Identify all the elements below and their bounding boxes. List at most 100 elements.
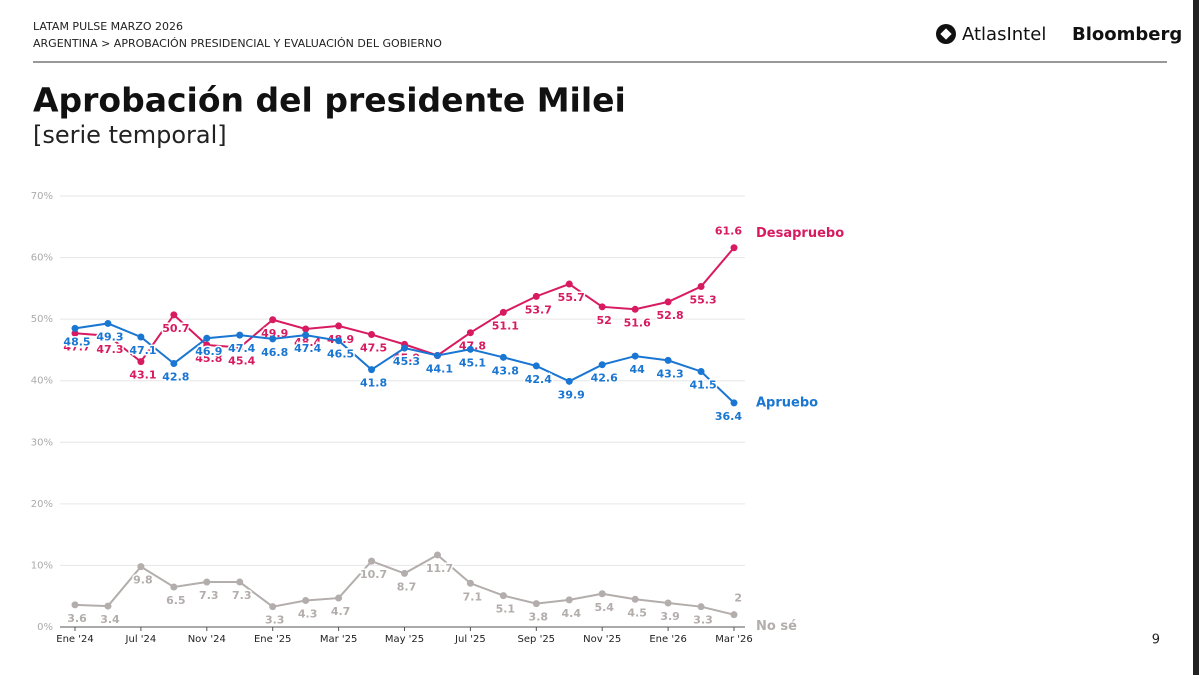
point [730, 399, 738, 407]
point [401, 569, 408, 577]
chart-title: Aprobación del presidente Milei [33, 81, 626, 120]
point [203, 578, 211, 586]
data-label-value: 36.4 [715, 410, 742, 423]
point [532, 600, 540, 608]
data-label-value: 47.4 [294, 342, 321, 355]
data-label: 9.8 [133, 574, 153, 587]
point [697, 603, 705, 611]
point [466, 345, 474, 353]
data-label: 43.3 [657, 367, 684, 380]
x-tick-label: Nov '25 [583, 634, 621, 645]
data-label: 45.1 [459, 356, 486, 369]
x-tick-label: Sep '25 [518, 634, 556, 645]
x-tick-label: Jul '24 [125, 634, 157, 645]
data-label: 44.1 [426, 362, 453, 375]
point [532, 362, 540, 370]
point [137, 358, 145, 366]
point [368, 557, 376, 565]
data-label-value: 4.5 [627, 606, 647, 619]
point [137, 333, 145, 341]
data-label: 3.4 [100, 613, 120, 626]
point [302, 325, 310, 333]
data-label-value: 3.8 [529, 611, 549, 624]
point [269, 316, 277, 324]
point [335, 594, 343, 602]
point [664, 356, 672, 364]
data-label: 46.8 [261, 346, 288, 359]
data-label-value: 7.3 [232, 589, 252, 602]
data-label-value: 47.7 [63, 340, 90, 353]
point [236, 331, 244, 339]
data-label: 39.9 [558, 388, 585, 401]
x-tick-label: Ene '26 [649, 634, 686, 645]
series-name: Apruebo [756, 395, 818, 410]
data-label: 52 [597, 314, 612, 327]
data-label: 44.1 [426, 362, 453, 375]
data-label: 11.7 [426, 562, 453, 575]
data-label-value: 5.4 [594, 601, 614, 614]
point [71, 601, 79, 609]
point [466, 579, 474, 587]
point [631, 352, 639, 360]
data-label-value: 10.7 [360, 568, 387, 581]
logo-bloomberg: Bloomberg [1072, 24, 1182, 45]
data-label: 55.7 [558, 291, 585, 304]
data-label-value: 8.7 [397, 580, 417, 593]
data-label-value: 41.5 [689, 378, 716, 391]
point [368, 366, 376, 374]
point [170, 359, 178, 367]
y-tick-label: 70% [31, 191, 53, 202]
point [664, 599, 672, 607]
data-label: 42.8 [162, 370, 189, 383]
data-label: 4.4 [562, 607, 582, 620]
point [565, 377, 573, 385]
data-label-value: 43.8 [492, 364, 519, 377]
data-label: 45.3 [393, 355, 420, 368]
data-label-value: 4.7 [331, 605, 351, 618]
point [170, 311, 178, 319]
data-label-value: 44.1 [426, 362, 453, 375]
data-label-value: 49.3 [96, 330, 123, 343]
data-label-value: 42.6 [591, 372, 618, 385]
x-tick-label: Ene '25 [254, 634, 291, 645]
data-label: 45.9 [393, 351, 420, 364]
point [335, 337, 343, 345]
data-label-value: 42.8 [162, 370, 189, 383]
series-name: Desapruebo [756, 226, 844, 241]
data-label: 51.6 [624, 316, 651, 329]
data-label-value: 3.6 [67, 612, 87, 625]
point [598, 361, 606, 369]
point [730, 244, 738, 252]
data-label-value: 4.4 [562, 607, 582, 620]
x-tick-label: May '25 [385, 634, 424, 645]
y-tick-label: 20% [31, 499, 53, 510]
data-label: 52.8 [657, 309, 684, 322]
data-label-value: 3.4 [100, 613, 120, 626]
data-label: 6.5 [166, 594, 186, 607]
y-tick-label: 0% [37, 622, 53, 633]
point [499, 592, 507, 600]
data-label: 43.1 [129, 369, 156, 382]
data-label-value: 4.3 [298, 608, 318, 621]
data-label: 45.8 [195, 352, 222, 365]
point [368, 331, 376, 339]
data-label: 47.4 [294, 342, 321, 355]
data-label: 36.4 [715, 410, 742, 423]
point [433, 351, 441, 359]
data-label-value: 47.1 [129, 344, 156, 357]
point [664, 298, 672, 306]
data-label-value: 47.3 [96, 343, 123, 356]
data-label: 61.6 [715, 225, 742, 238]
header-line1: LATAM PULSE MARZO 2026 [33, 20, 183, 33]
data-label-value: 48.5 [63, 335, 90, 348]
data-label-value: 44 [629, 363, 645, 376]
y-tick-label: 30% [31, 437, 53, 448]
point [104, 602, 112, 610]
y-tick-label: 40% [31, 376, 53, 387]
y-tick-label: 50% [31, 314, 53, 325]
data-label-value: 47.4 [228, 342, 255, 355]
data-label-value: 46.8 [261, 346, 288, 359]
point [401, 344, 408, 352]
data-label: 4.3 [298, 608, 318, 621]
